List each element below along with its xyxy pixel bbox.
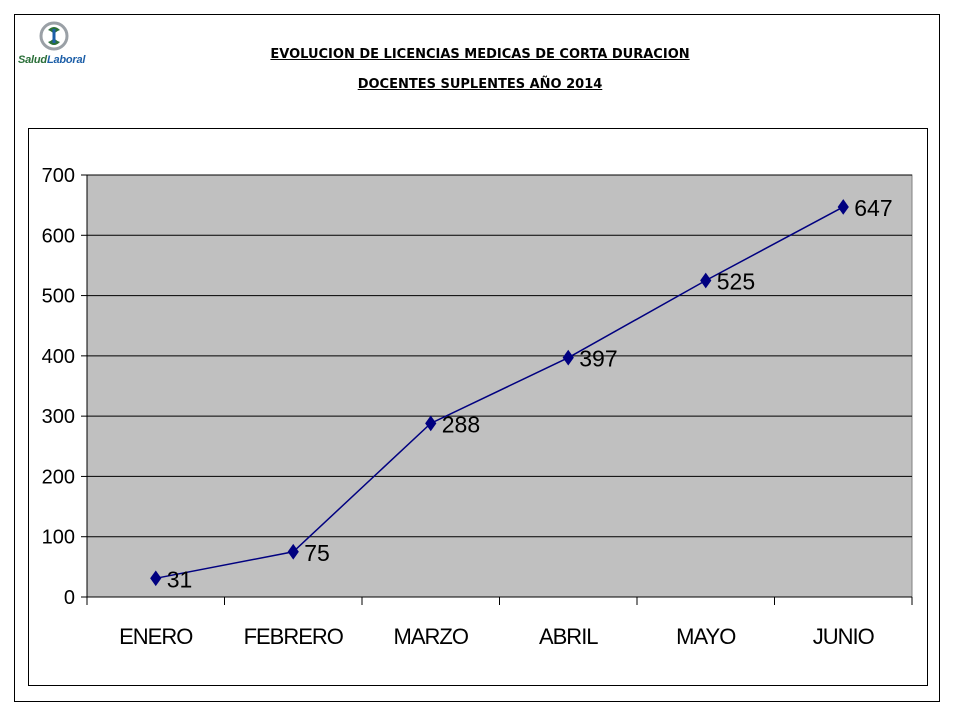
y-tick-label: 700: [42, 165, 75, 187]
y-tick-label: 500: [42, 286, 75, 308]
x-tick-label: MARZO: [394, 624, 469, 649]
data-label: 525: [717, 269, 755, 295]
chart-area: 0 100 200 300 400 500 600 700 ENERO FEBRERO MARZO A…: [28, 128, 928, 686]
y-tick-label: 600: [42, 225, 75, 247]
data-label: 288: [442, 411, 480, 437]
data-point: [425, 415, 437, 432]
data-label: 397: [579, 346, 617, 372]
data-label: 75: [304, 540, 330, 566]
x-tick-label: FEBRERO: [244, 624, 344, 649]
chart-subtitle: DOCENTES SUPLENTES AÑO 2014: [357, 77, 603, 92]
y-tick-label: 300: [42, 406, 75, 428]
x-tick-label: ENERO: [119, 624, 193, 649]
logo-wordmark: SaludLaboral: [18, 54, 85, 66]
series-line: [155, 206, 844, 580]
y-tick-label: 100: [42, 527, 75, 549]
data-point: [700, 272, 712, 289]
data-point: [562, 349, 574, 366]
data-point: [150, 570, 162, 587]
x-tick-label: JUNIO: [813, 624, 875, 649]
chart-title: EVOLUCION DE LICENCIAS MEDICAS DE CORTA …: [270, 47, 690, 62]
x-tick-label: MAYO: [676, 624, 736, 649]
data-point: [837, 199, 849, 215]
logo-ring: [39, 21, 69, 51]
data-label: 647: [854, 195, 892, 221]
data-label: 31: [167, 566, 193, 592]
y-tick-label: 400: [42, 346, 75, 368]
y-tick-label: 200: [42, 466, 75, 488]
y-tick-label: 0: [64, 587, 75, 609]
line-chart: 0 100 200 300 400 500 600 700 ENERO FEBRERO MARZO A…: [42, 165, 913, 649]
logo-text-salud: Salud: [18, 54, 47, 66]
page-frame: [14, 14, 940, 702]
x-tick-label: ABRIL: [539, 624, 598, 649]
data-point: [287, 543, 299, 560]
salud-laboral-logo: [39, 21, 69, 51]
plot-background: [86, 174, 913, 598]
logo-text-laboral: Laboral: [46, 54, 86, 66]
